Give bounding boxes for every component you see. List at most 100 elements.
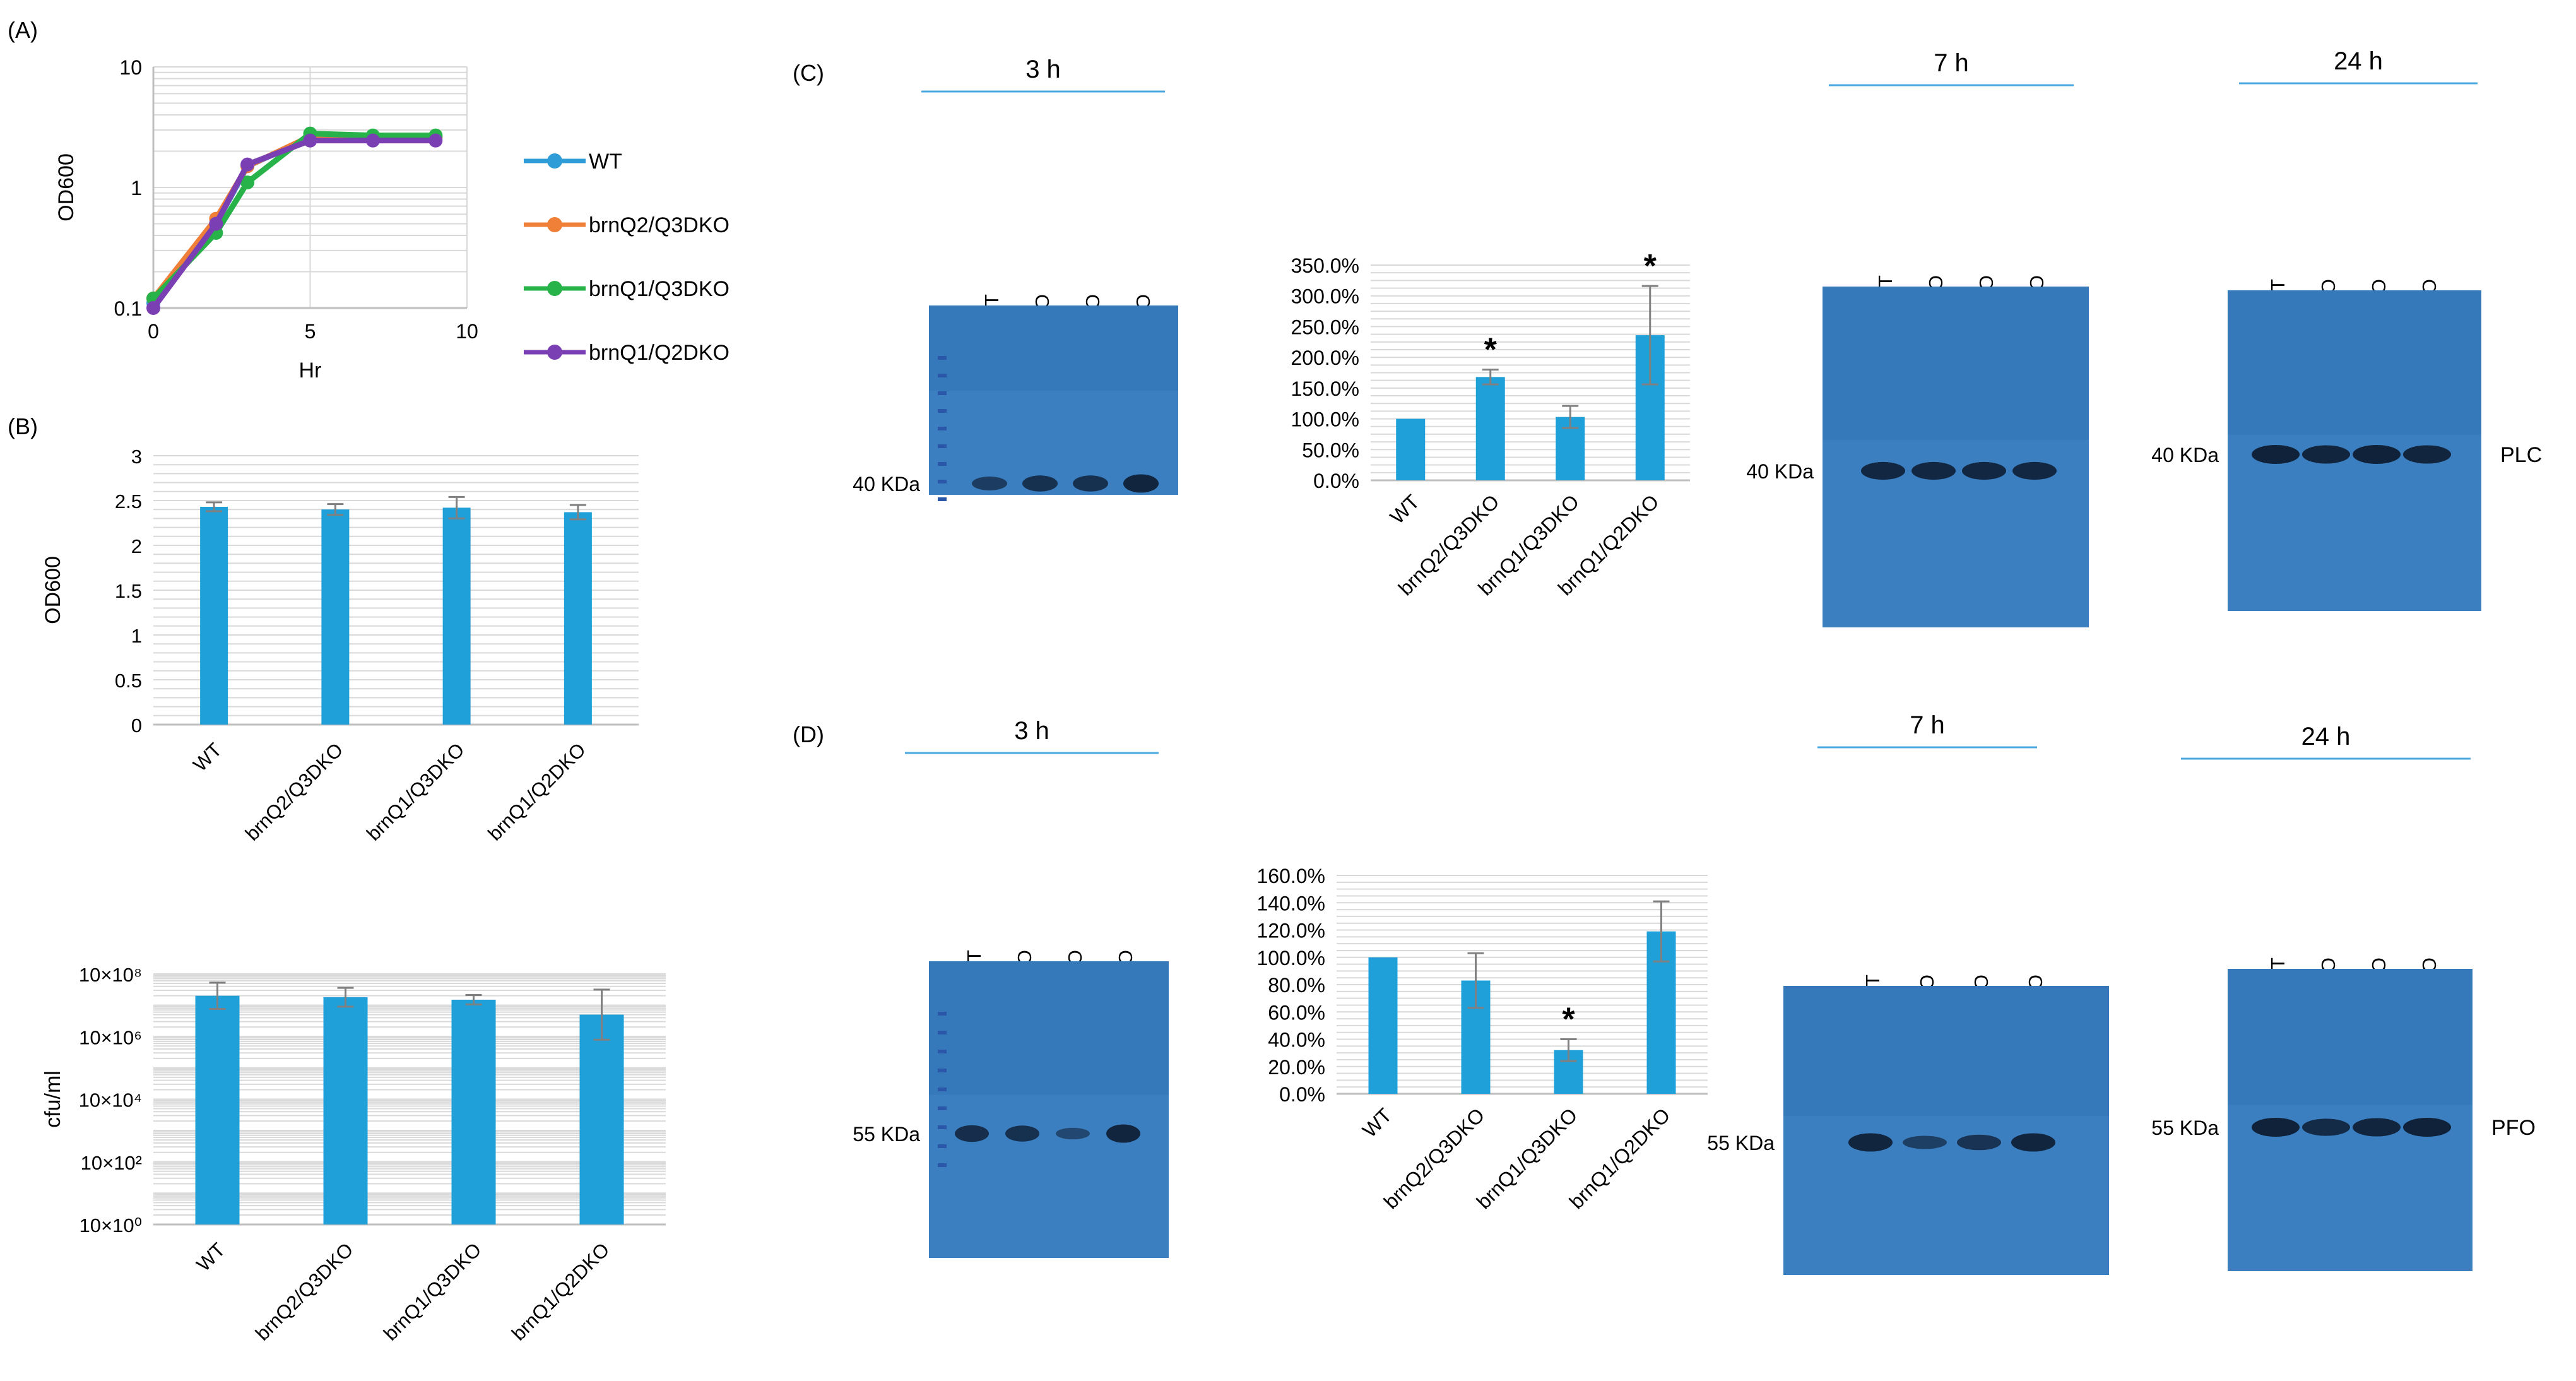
y-tick-label: 10×10²: [81, 1152, 142, 1174]
time-label: 24 h: [2334, 47, 2383, 75]
protein-band: [1861, 461, 1905, 480]
y-tick-label: 0.5: [115, 670, 142, 692]
y-tick-label: 300.0%: [1291, 285, 1359, 308]
x-tick-label: brnQ1/Q3DKO: [362, 738, 469, 845]
y-tick-label: 10×10⁶: [79, 1026, 142, 1048]
ladder-mark: [938, 1106, 947, 1110]
time-label: 7 h: [1934, 49, 1969, 77]
blot-shading: [1823, 287, 2089, 440]
ladder-mark: [938, 480, 947, 483]
y-tick-label: 50.0%: [1302, 439, 1359, 461]
x-tick-label: 0: [148, 320, 159, 343]
x-tick-label: brnQ2/Q3DKO: [241, 738, 348, 845]
cfu-bar-chart: 10×10⁰ 10×10² 10×10⁴ 10×10⁶ 10×10⁸ cfu/ml WT br…: [41, 964, 666, 1345]
x-tick-label: WT: [1386, 490, 1424, 528]
y-tick-label: 60.0%: [1268, 1001, 1325, 1024]
protein-label: PLC: [2500, 443, 2542, 467]
y-tick-label: 350.0%: [1291, 254, 1359, 277]
protein-band: [1073, 475, 1108, 492]
protein-band: [1056, 1127, 1090, 1140]
protein-band: [1962, 461, 2006, 480]
protein-band: [2353, 445, 2401, 464]
legend-marker: [547, 217, 562, 232]
y-tick-label: 150.0%: [1291, 377, 1359, 400]
time-label: 3 h: [1025, 56, 1061, 83]
y-tick-label: 10×10⁰: [80, 1214, 143, 1236]
blot-membrane: [929, 305, 1178, 495]
ladder-mark: [938, 1088, 947, 1091]
y-tick-label: 0.1: [114, 297, 142, 320]
protein-band: [2252, 445, 2300, 464]
blot-shading: [929, 961, 1169, 1095]
protein-band: [2403, 1118, 2451, 1137]
protein-band: [972, 477, 1007, 490]
protein-band: [2353, 1118, 2401, 1137]
x-tick-label: WT: [189, 738, 226, 776]
blot-shading: [2228, 969, 2473, 1105]
protein-band: [1903, 1135, 1947, 1149]
bar-0: [200, 506, 228, 725]
blot-7h-group: 7 hWTbrnQ2/Q3DKObrnQ1/Q3DKObrnQ1/Q2DKO40…: [1746, 49, 2089, 627]
y-tick-label: 1.5: [115, 580, 142, 602]
ladder-mark: [938, 1050, 947, 1053]
x-tick-label: brnQ1/Q2DKO: [483, 738, 590, 845]
protein-band: [2252, 1118, 2300, 1137]
plc-quantification-chart: 0.0% 50.0% 100.0% 150.0% 200.0% 250.0% 300.0% 3…: [1291, 248, 1690, 600]
legend-label: brnQ2/Q3DKO: [589, 213, 730, 237]
protein-band: [1848, 1133, 1893, 1152]
ladder-mark: [938, 1069, 947, 1072]
protein-band: [2012, 461, 2057, 480]
protein-label: PFO: [2491, 1116, 2536, 1140]
data-point: [303, 133, 317, 148]
blot-7h-group: 7 hWTbrnQ2/Q3DKObrnQ1/Q3DKObrnQ1/Q2DKO55…: [1707, 711, 2109, 1275]
significance-marker: *: [1562, 1002, 1575, 1038]
y-tick-label: 10: [119, 56, 142, 79]
ladder-mark: [938, 1125, 947, 1129]
y-tick-label: 20.0%: [1268, 1056, 1325, 1079]
significance-marker: *: [1484, 332, 1498, 369]
panel-label-d: (D): [793, 721, 824, 747]
y-tick-label: 0: [131, 714, 142, 737]
protein-band: [2302, 1118, 2350, 1136]
data-point: [209, 216, 223, 231]
y-tick-label: 140.0%: [1256, 892, 1325, 915]
bar-0: [1396, 418, 1426, 480]
bar-3: [564, 512, 592, 725]
protein-band: [1005, 1125, 1039, 1142]
time-label: 24 h: [2301, 723, 2351, 750]
y-axis-title: cfu/ml: [41, 1070, 65, 1128]
panel-label-b: (B): [8, 413, 38, 439]
ladder-mark: [938, 462, 947, 466]
bar-1: [321, 509, 350, 725]
blot-shading: [1783, 986, 2109, 1117]
blot-membrane: [929, 961, 1169, 1258]
x-tick-label: brnQ1/Q3DKO: [379, 1238, 486, 1345]
data-point: [240, 157, 255, 172]
ladder-mark: [938, 409, 947, 413]
y-tick-label: 2: [131, 535, 142, 557]
y-axis-title: OD600: [41, 556, 65, 624]
legend-marker: [547, 281, 562, 296]
data-point: [428, 133, 443, 148]
y-tick-label: 160.0%: [1256, 865, 1325, 887]
marker-label: 55 KDa: [1707, 1132, 1775, 1154]
y-tick-label: 1: [131, 177, 142, 199]
data-point: [146, 301, 160, 315]
pfo-quantification-chart: 0.0% 20.0% 40.0% 60.0% 80.0% 100.0% 120.0% 140.…: [1256, 865, 1708, 1213]
protein-band: [1022, 475, 1058, 492]
y-tick-label: 1: [131, 625, 142, 647]
ladder-mark: [938, 1012, 947, 1016]
blot-24h-group: 24 hWTbrnQ2/Q3DKObrnQ1/Q3DKObrnQ1/Q2DKO4…: [2151, 47, 2542, 611]
od600-bar-chart: 0 0.5 1 1.5 2 2.5 3 OD600 WT brnQ2/Q3DKO brnQ1/Q3D…: [41, 446, 639, 845]
ladder-mark: [938, 427, 947, 430]
growth-curve-chart: 0.1 1 10 0 5 10 Hr OD600 WT brnQ2/Q3DKO brnQ1/Q3DK…: [54, 56, 730, 382]
data-point: [240, 175, 255, 190]
blot-membrane: [1823, 287, 2089, 627]
protein-band: [1106, 1124, 1140, 1143]
bar-2: [451, 999, 496, 1224]
series-line-3: [151, 138, 436, 310]
panel-label-c: (C): [793, 60, 824, 86]
legend-label: brnQ1/Q2DKO: [589, 341, 730, 365]
bar-3: [579, 1014, 624, 1224]
protein-band: [1957, 1134, 2001, 1151]
